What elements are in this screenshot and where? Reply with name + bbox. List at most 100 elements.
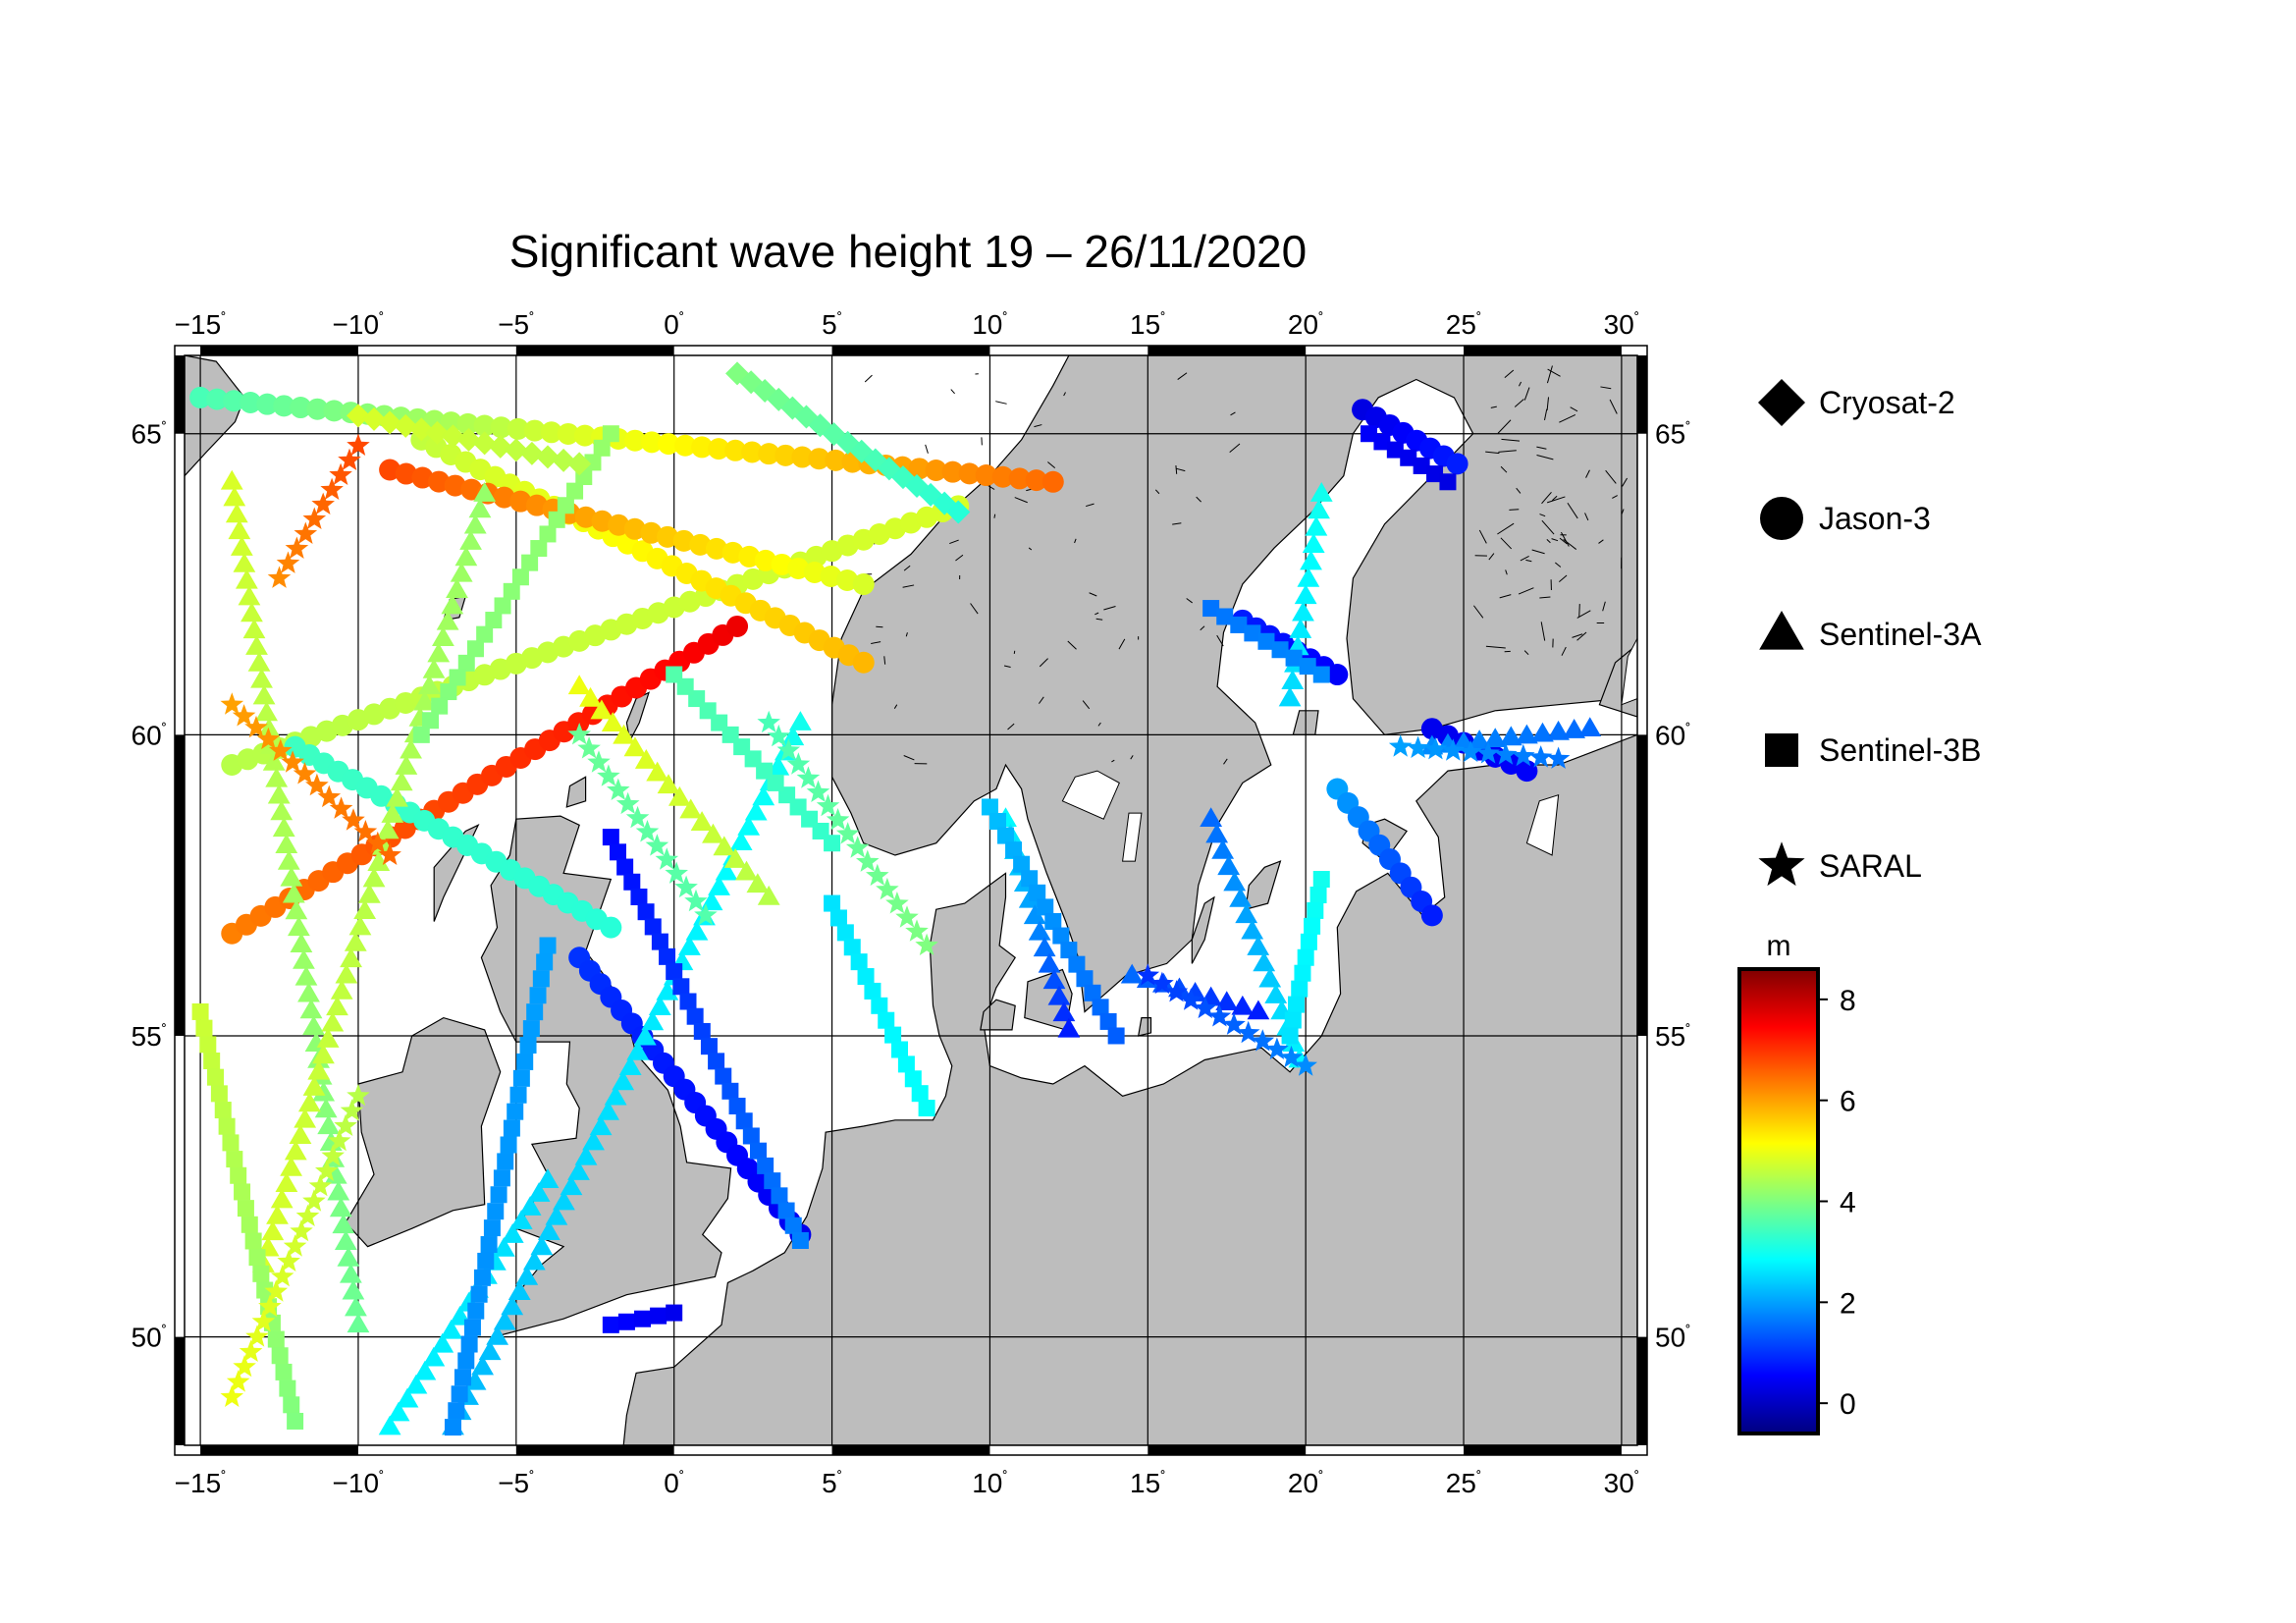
track-point (338, 448, 361, 470)
track-point (911, 1085, 929, 1103)
track-point (602, 829, 619, 846)
lake-shoreline (1067, 640, 1077, 650)
svg-text:20˚: 20˚ (1288, 1468, 1323, 1498)
track-point (1300, 550, 1322, 570)
svg-text:5˚: 5˚ (822, 1468, 842, 1498)
track-point (908, 458, 931, 480)
track-point (230, 536, 253, 556)
lake-shoreline (1095, 618, 1103, 621)
track-point (1164, 980, 1189, 1002)
track-point (457, 1352, 475, 1370)
svg-text:60˚: 60˚ (132, 720, 167, 750)
track-point (850, 953, 868, 971)
track-point (1281, 670, 1305, 689)
track-point (1037, 898, 1054, 916)
track-point (650, 1307, 667, 1325)
track-point (1305, 515, 1328, 536)
track-point (1512, 743, 1535, 767)
track-point (1041, 470, 1064, 493)
svg-text:30˚: 30˚ (1604, 1468, 1639, 1498)
lake-shoreline (1497, 522, 1515, 535)
track-point (348, 915, 372, 936)
track-point (1413, 457, 1430, 474)
track-point (781, 726, 805, 746)
track-point (666, 666, 683, 683)
track-point (540, 421, 562, 444)
colorbar-tick: 6 (1818, 1086, 1856, 1118)
lake-shoreline (1488, 553, 1495, 561)
svg-text:−15˚: −15˚ (175, 309, 227, 340)
track-point (463, 1319, 481, 1336)
track-point (1236, 1020, 1260, 1044)
frame-segment (515, 1445, 674, 1455)
track-point (282, 883, 305, 903)
lake-shoreline (1551, 538, 1559, 542)
track-point (488, 434, 512, 459)
track-point (432, 626, 454, 647)
lake-shoreline (1516, 487, 1522, 494)
track-point (413, 690, 437, 711)
frame-segment (1637, 734, 1647, 1036)
track-point (422, 658, 446, 678)
track-point (771, 1187, 788, 1205)
track-point (905, 919, 929, 942)
track-point (1494, 742, 1518, 765)
track-point (289, 1124, 312, 1144)
track-point (667, 785, 691, 806)
track-point (591, 510, 614, 532)
track-point (323, 400, 346, 422)
lake-shoreline (1499, 594, 1512, 599)
track-point (700, 1038, 718, 1055)
track-point (448, 1402, 465, 1420)
svg-text:15˚: 15˚ (1130, 1468, 1165, 1498)
track-point (421, 712, 439, 730)
track-point (735, 1112, 753, 1130)
track-point (317, 1114, 341, 1135)
track-point (376, 819, 400, 839)
track-point (425, 420, 450, 445)
track-point (230, 1166, 247, 1184)
track-point (715, 1067, 732, 1085)
track-point (522, 1020, 540, 1038)
track-point (530, 1235, 554, 1256)
track-point (787, 557, 810, 579)
track-point (729, 831, 753, 851)
track-point (1023, 904, 1046, 925)
track-point (615, 791, 640, 815)
lake-shoreline (1103, 606, 1116, 611)
track-point (275, 834, 298, 853)
track-point (1292, 601, 1314, 622)
track-point (294, 965, 318, 986)
track-point (728, 1098, 746, 1115)
lake-shoreline (1621, 509, 1625, 514)
track-point (228, 519, 251, 540)
track-point (440, 683, 457, 701)
track-point (490, 1186, 507, 1204)
lake-shoreline (1572, 633, 1583, 638)
lat-tick-label-right: 50˚ (1655, 1323, 1690, 1353)
track-point (721, 541, 744, 564)
track-point (330, 980, 353, 1000)
lake-shoreline (1074, 538, 1077, 544)
track-point (379, 459, 401, 481)
lake-shoreline (1612, 495, 1618, 499)
lat-tick-label-right: 65˚ (1655, 419, 1690, 450)
svg-text:5˚: 5˚ (822, 309, 842, 340)
track-point (1278, 686, 1302, 707)
track-point (659, 947, 676, 965)
track-point (244, 1232, 262, 1250)
track-point (324, 1163, 347, 1184)
lake-shoreline (883, 656, 886, 665)
track-point (991, 465, 1014, 488)
track-point (290, 1218, 313, 1242)
track-point (1207, 1004, 1232, 1027)
track-point (240, 391, 262, 413)
track-point (1312, 666, 1330, 683)
track-point (378, 842, 401, 865)
track-point (1194, 996, 1217, 1019)
colorbar-tick-label: 6 (1840, 1086, 1856, 1118)
track-point (1230, 616, 1248, 633)
track-point (457, 654, 475, 672)
lake-shoreline (1500, 537, 1513, 550)
